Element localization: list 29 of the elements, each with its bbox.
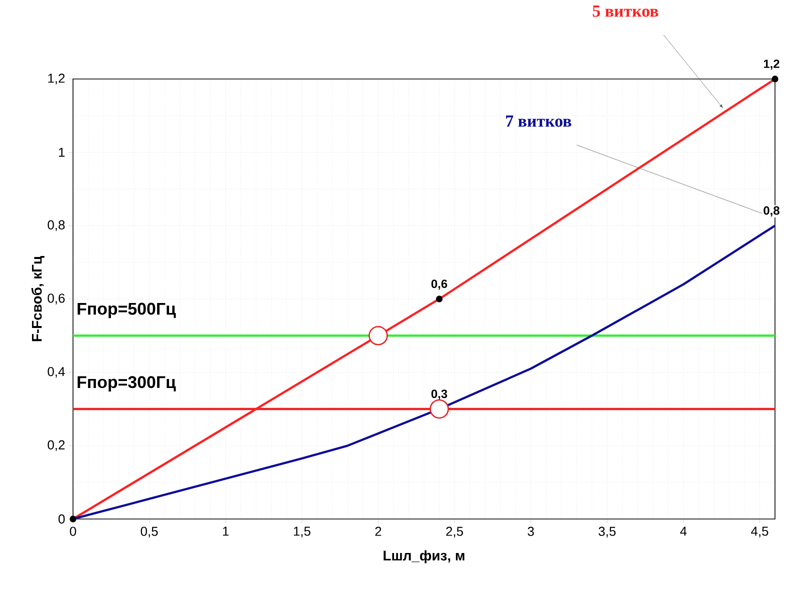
y-tick-label: 0,8 <box>48 220 65 231</box>
x-tick-label: 1 <box>223 526 229 536</box>
data-label: 1,2 <box>764 60 780 70</box>
y-tick-label: 1 <box>59 148 65 157</box>
y-axis-title: F-Fсвоб, кГц <box>31 256 44 342</box>
x-tick-label: 0,5 <box>140 526 158 538</box>
x-tick-label: 3 <box>528 526 534 536</box>
x-tick-label: 3,5 <box>598 526 616 538</box>
y-tick-label: 0 <box>58 514 65 524</box>
x-tick-label: 4 <box>680 526 687 536</box>
y-tick-label: 0,2 <box>48 440 65 451</box>
point <box>430 399 449 419</box>
x-tick-label: 2 <box>375 526 382 536</box>
x-tick-label: 1,5 <box>294 526 310 538</box>
text: 7 витков <box>506 116 572 127</box>
x-axis-title: Lшл_физ, м <box>384 550 464 564</box>
data-label: 0,6 <box>431 280 448 290</box>
point <box>368 326 388 346</box>
x-tick-label: 0 <box>70 526 76 536</box>
x-tick-label: 2,5 <box>446 526 463 538</box>
y-tick-label: 0,4 <box>48 366 65 378</box>
x-tick-label: 4,5 <box>751 526 768 538</box>
data-label: 0,3 <box>431 390 448 400</box>
ref-line-label: Fпор=500Гц <box>78 302 176 318</box>
y-tick-label: 1,2 <box>48 74 65 84</box>
y-tick-label: 0,6 <box>48 294 65 304</box>
ref-line-label: Fпор=300Гц <box>78 376 176 392</box>
text: 5 витков <box>592 6 658 17</box>
data-label: 0,8 <box>764 206 780 216</box>
